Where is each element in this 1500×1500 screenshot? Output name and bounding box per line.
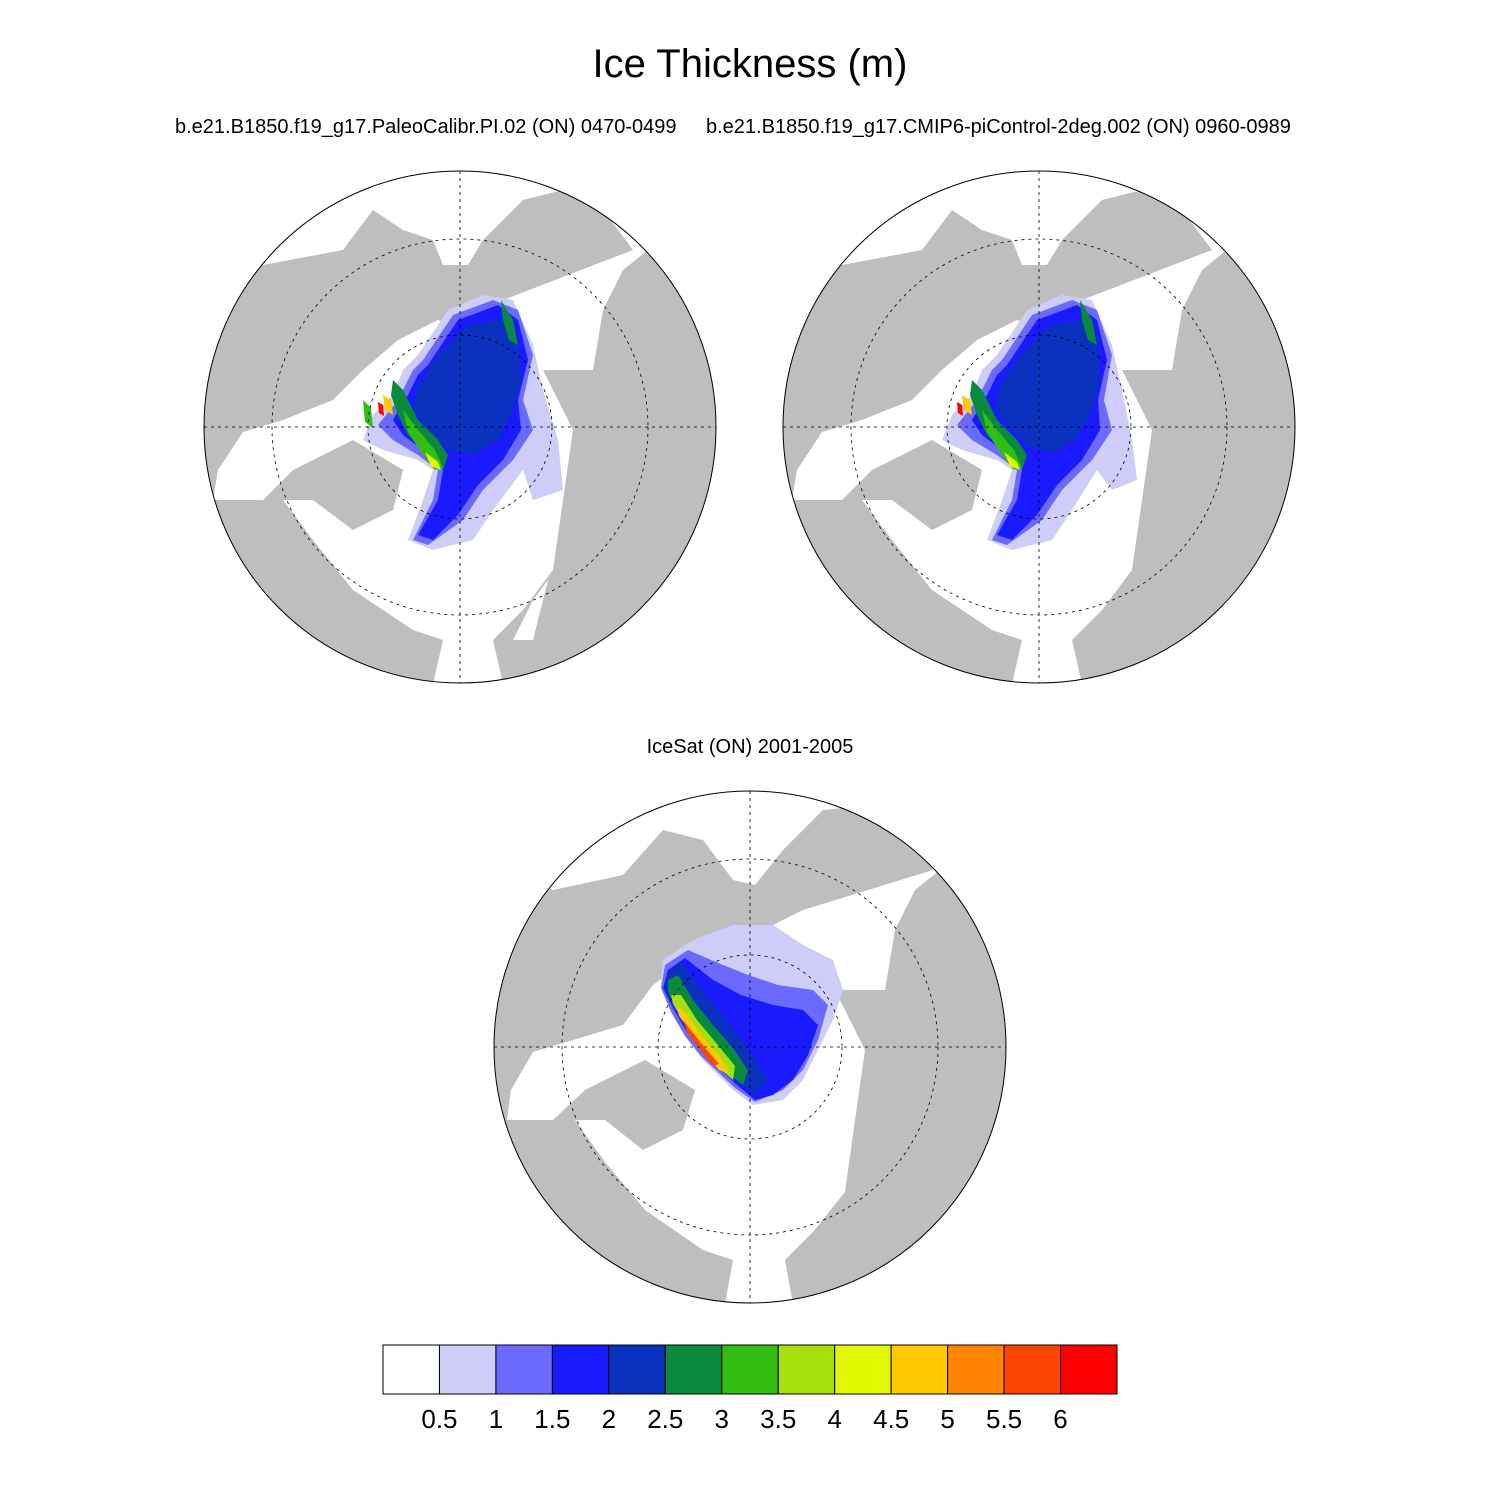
colorbar-swatch [890,1344,949,1395]
colorbar-swatch [1060,1344,1118,1395]
colorbar-swatch [721,1344,779,1395]
colorbar-tick-label: 3.5 [760,1404,797,1434]
polar-map-bottom [493,790,1007,1304]
colorbar-tick-label: 4.5 [873,1404,910,1434]
colorbar-tick-label: 5 [940,1404,955,1434]
panel-bottom-subtitle: IceSat (ON) 2001-2005 [646,736,854,758]
graticule [204,171,716,683]
ice-5 [962,395,972,415]
colorbar [382,1344,1118,1395]
ice-3-strait [363,400,373,428]
graticule [783,171,1295,683]
ocean-region-2 [513,580,548,640]
ice-2 [996,320,1100,453]
ice-3 [403,410,443,470]
colorbar-tick-label: 2.5 [647,1404,684,1434]
ice-3 [982,410,1022,470]
colorbar-swatch [834,1344,892,1395]
colorbar-swatch [438,1344,497,1395]
colorbar-tick-label: 5.5 [985,1404,1023,1434]
panel-left-subtitle: b.e21.B1850.f19_g17.PaleoCalibr.PI.02 (O… [175,116,677,138]
colorbar-tick-label: 3 [714,1404,729,1434]
ice-6 [957,402,963,416]
ice-2 [413,320,521,455]
figure-title: Ice Thickness (m) [592,42,908,86]
ice-6 [378,402,384,416]
colorbar-swatch [382,1344,440,1395]
ice-5 [383,395,393,415]
colorbar-swatch [947,1344,1005,1395]
ice-5.5 [683,1020,719,1066]
colorbar-tick-label: 1 [488,1404,504,1434]
colorbar-tick-label: 0.5 [421,1404,458,1434]
colorbar-swatch [777,1344,836,1395]
polar-map-right [782,170,1296,684]
colorbar-tick-label: 1.5 [534,1404,571,1434]
graticule [494,791,1006,1303]
ice-4.5 [677,1008,729,1074]
ice-2.5-east [1080,300,1097,345]
colorbar-swatch [608,1344,666,1395]
ice-2.5 [391,380,448,470]
ice-4 [425,452,441,470]
colorbar-swatch [495,1344,553,1395]
ice-2.5 [970,380,1027,470]
colorbar-swatch [1003,1344,1062,1395]
panel-right-subtitle: b.e21.B1850.f19_g17.CMIP6-piControl-2deg… [706,116,1291,138]
ice-4 [1004,452,1020,470]
polar-map-left [203,170,717,684]
ice-2.5-east [501,300,518,345]
colorbar-tick-label: 4 [827,1404,842,1434]
colorbar-swatch [551,1344,610,1395]
colorbar-tick-label: 2 [601,1404,617,1434]
colorbar-tick-label: 6 [1053,1404,1068,1434]
colorbar-swatch [664,1344,723,1395]
